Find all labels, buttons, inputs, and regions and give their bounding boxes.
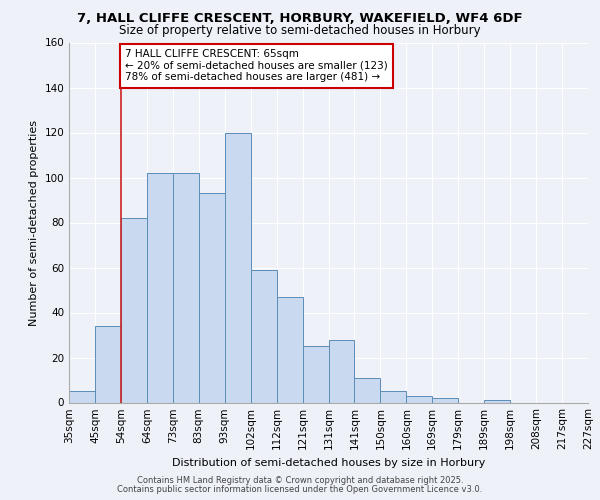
Bar — [484, 400, 510, 402]
Y-axis label: Number of semi-detached properties: Number of semi-detached properties — [29, 120, 39, 326]
Bar — [302, 346, 329, 403]
Text: Contains HM Land Registry data © Crown copyright and database right 2025.: Contains HM Land Registry data © Crown c… — [137, 476, 463, 485]
Bar — [433, 398, 458, 402]
X-axis label: Distribution of semi-detached houses by size in Horbury: Distribution of semi-detached houses by … — [172, 458, 485, 468]
Text: Contains public sector information licensed under the Open Government Licence v3: Contains public sector information licen… — [118, 485, 482, 494]
Text: 7 HALL CLIFFE CRESCENT: 65sqm
← 20% of semi-detached houses are smaller (123)
78: 7 HALL CLIFFE CRESCENT: 65sqm ← 20% of s… — [125, 50, 388, 82]
Bar — [69, 391, 95, 402]
Bar — [199, 193, 224, 402]
Bar — [406, 396, 432, 402]
Bar — [95, 326, 121, 402]
Bar — [380, 391, 406, 402]
Bar — [147, 173, 173, 402]
Bar — [329, 340, 355, 402]
Bar — [173, 173, 199, 402]
Bar — [225, 132, 251, 402]
Bar — [121, 218, 147, 402]
Bar — [355, 378, 380, 402]
Text: 7, HALL CLIFFE CRESCENT, HORBURY, WAKEFIELD, WF4 6DF: 7, HALL CLIFFE CRESCENT, HORBURY, WAKEFI… — [77, 12, 523, 26]
Bar — [251, 270, 277, 402]
Bar — [277, 296, 302, 403]
Text: Size of property relative to semi-detached houses in Horbury: Size of property relative to semi-detach… — [119, 24, 481, 37]
